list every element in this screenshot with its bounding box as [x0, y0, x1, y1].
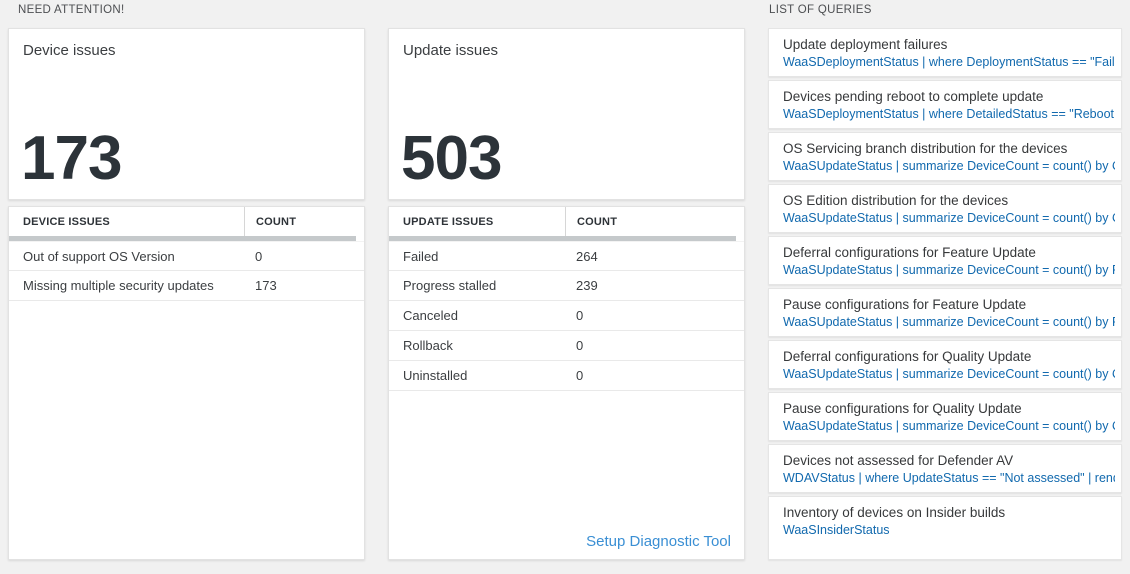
- table-row[interactable]: Out of support OS Version 0: [9, 241, 364, 271]
- query-title: Pause configurations for Feature Update: [783, 297, 1027, 312]
- query-text: WaaSDeploymentStatus | where DeploymentS…: [783, 55, 1115, 69]
- update-issues-table: UPDATE ISSUES COUNT Failed 264 Progress …: [388, 206, 745, 560]
- query-item-defender-av-not-assessed[interactable]: Devices not assessed for Defender AV WDA…: [768, 444, 1122, 493]
- device-table-header-issues: DEVICE ISSUES: [23, 215, 110, 228]
- row-label: Progress stalled: [403, 278, 497, 293]
- need-attention-section-label: NEED ATTENTION!: [18, 4, 125, 16]
- setup-diagnostic-tool-link[interactable]: Setup Diagnostic Tool: [586, 533, 731, 550]
- device-table-scrollbar[interactable]: [9, 236, 356, 241]
- row-count: 0: [255, 248, 263, 264]
- query-text: WaaSUpdateStatus | summarize DeviceCount…: [783, 263, 1115, 277]
- query-item-devices-pending-reboot[interactable]: Devices pending reboot to complete updat…: [768, 80, 1122, 129]
- list-of-queries-section-label: LIST OF QUERIES: [769, 4, 872, 16]
- device-table-header-count: COUNT: [244, 207, 364, 236]
- query-item-update-deployment-failures[interactable]: Update deployment failures WaaSDeploymen…: [768, 28, 1122, 77]
- query-item-deferral-feature-update[interactable]: Deferral configurations for Feature Upda…: [768, 236, 1122, 285]
- update-table-header-count: COUNT: [565, 207, 744, 236]
- update-table-scrollbar[interactable]: [389, 236, 736, 241]
- row-label: Out of support OS Version: [23, 248, 175, 264]
- query-title: Deferral configurations for Feature Upda…: [783, 245, 1036, 260]
- query-text: WaaSUpdateStatus | summarize DeviceCount…: [783, 367, 1115, 381]
- query-item-deferral-quality-update[interactable]: Deferral configurations for Quality Upda…: [768, 340, 1122, 389]
- row-label: Uninstalled: [403, 368, 468, 383]
- update-issues-count: 503: [401, 124, 502, 194]
- query-title: Update deployment failures: [783, 37, 948, 52]
- row-label: Rollback: [403, 338, 453, 353]
- row-count: 0: [576, 368, 584, 383]
- update-table-header: UPDATE ISSUES COUNT: [389, 207, 744, 236]
- table-row[interactable]: Rollback 0: [389, 331, 744, 361]
- row-count: 173: [255, 278, 277, 293]
- row-label: Canceled: [403, 308, 458, 323]
- device-table-body: Out of support OS Version 0 Missing mult…: [9, 241, 364, 301]
- query-item-pause-quality-update[interactable]: Pause configurations for Quality Update …: [768, 392, 1122, 441]
- query-text: WaaSUpdateStatus | summarize DeviceCount…: [783, 159, 1115, 173]
- row-count: 239: [576, 278, 598, 293]
- query-text: WaaSInsiderStatus: [783, 523, 890, 537]
- table-row[interactable]: Progress stalled 239: [389, 271, 744, 301]
- row-count: 0: [576, 308, 584, 323]
- query-title: Devices pending reboot to complete updat…: [783, 89, 1044, 104]
- update-table-body: Failed 264 Progress stalled 239 Canceled…: [389, 241, 744, 391]
- query-item-os-servicing-branch[interactable]: OS Servicing branch distribution for the…: [768, 132, 1122, 181]
- update-issues-tile[interactable]: Update issues 503: [388, 28, 745, 200]
- row-label: Failed: [403, 248, 439, 264]
- query-title: Devices not assessed for Defender AV: [783, 453, 1014, 468]
- query-item-insider-builds-inventory[interactable]: Inventory of devices on Insider builds W…: [768, 496, 1122, 560]
- device-issues-table: DEVICE ISSUES COUNT Out of support OS Ve…: [8, 206, 365, 560]
- query-title: Inventory of devices on Insider builds: [783, 505, 1006, 520]
- row-count: 264: [576, 248, 598, 264]
- query-text: WaaSUpdateStatus | summarize DeviceCount…: [783, 315, 1115, 329]
- query-text: WaaSUpdateStatus | summarize DeviceCount…: [783, 211, 1115, 225]
- query-title: Deferral configurations for Quality Upda…: [783, 349, 1032, 364]
- row-label: Missing multiple security updates: [23, 278, 214, 293]
- row-count: 0: [576, 338, 584, 353]
- table-row[interactable]: Failed 264: [389, 241, 744, 271]
- update-issues-title: Update issues: [403, 42, 499, 59]
- query-item-os-edition-distribution[interactable]: OS Edition distribution for the devices …: [768, 184, 1122, 233]
- query-item-pause-feature-update[interactable]: Pause configurations for Feature Update …: [768, 288, 1122, 337]
- device-issues-count: 173: [21, 124, 122, 194]
- query-text: WaaSUpdateStatus | summarize DeviceCount…: [783, 419, 1115, 433]
- query-title: OS Servicing branch distribution for the…: [783, 141, 1068, 156]
- list-of-queries-panel: Update deployment failures WaaSDeploymen…: [768, 28, 1122, 560]
- device-issues-tile[interactable]: Device issues 173: [8, 28, 365, 200]
- device-issues-title: Device issues: [23, 42, 116, 59]
- query-text: WDAVStatus | where UpdateStatus == "Not …: [783, 471, 1115, 485]
- query-title: OS Edition distribution for the devices: [783, 193, 1009, 208]
- table-row[interactable]: Canceled 0: [389, 301, 744, 331]
- table-row[interactable]: Missing multiple security updates 173: [9, 271, 364, 301]
- update-table-header-issues: UPDATE ISSUES: [403, 215, 494, 228]
- device-table-header: DEVICE ISSUES COUNT: [9, 207, 364, 236]
- table-row[interactable]: Uninstalled 0: [389, 361, 744, 391]
- query-text: WaaSDeploymentStatus | where DetailedSta…: [783, 107, 1115, 121]
- query-title: Pause configurations for Quality Update: [783, 401, 1022, 416]
